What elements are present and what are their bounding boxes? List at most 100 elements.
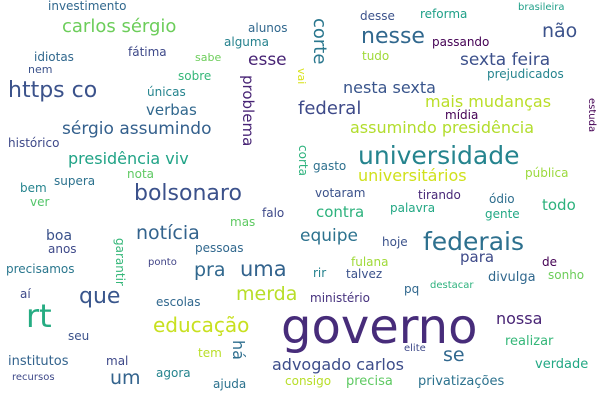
word-corte: corte xyxy=(309,18,330,65)
word-para: para xyxy=(460,248,495,266)
word-sabe: sabe xyxy=(195,51,222,64)
word-realizar: realizar xyxy=(505,334,554,349)
word-ver: ver xyxy=(30,195,50,209)
word-que: que xyxy=(79,284,121,309)
word-hoje: hoje xyxy=(382,235,408,249)
word-palavra: palavra xyxy=(390,201,436,215)
word-sobre: sobre xyxy=(178,69,212,83)
word-historico: histórico xyxy=(8,136,60,150)
word-midia: mídia xyxy=(445,108,479,122)
word-vai: vai xyxy=(295,68,308,85)
word-nesse: nesse xyxy=(361,24,425,49)
word-federal: federal xyxy=(298,98,362,119)
word-escolas: escolas xyxy=(156,295,201,309)
word-https-co: https co xyxy=(8,78,98,103)
word-sonho: sonho xyxy=(548,268,585,282)
word-seu: seu xyxy=(68,329,90,343)
word-desse: desse xyxy=(360,9,395,23)
word-reforma: reforma xyxy=(420,7,468,21)
word-gente: gente xyxy=(485,207,520,221)
word-todo: todo xyxy=(542,196,576,214)
word-mas: mas xyxy=(230,215,256,229)
word-noticia: notícia xyxy=(136,222,200,244)
word-educacao: educação xyxy=(153,313,250,337)
word-pra: pra xyxy=(194,259,226,281)
word-governo: governo xyxy=(281,299,478,355)
word-brasileira: brasileira xyxy=(518,2,565,13)
word-recursos: recursos xyxy=(12,372,55,383)
word-talvez: talvez xyxy=(346,267,383,281)
word-passando: passando xyxy=(432,35,490,49)
word-ha: há xyxy=(229,340,248,360)
word-advogado-carlos: advogado carlos xyxy=(272,355,404,374)
word-sergio-assumindo: sérgio assumindo xyxy=(62,119,212,139)
word-rir: rir xyxy=(313,266,327,280)
word-nossa: nossa xyxy=(496,309,543,328)
word-corta: corta xyxy=(296,145,310,176)
word-sexta-feira: sexta feira xyxy=(460,50,551,70)
word-assumindo-presidencia: assumindo presidência xyxy=(350,118,535,137)
word-precisa: precisa xyxy=(346,374,393,389)
word-nem: nem xyxy=(28,63,53,76)
word-investimento: investimento xyxy=(48,0,127,13)
word-equipe: equipe xyxy=(300,226,358,246)
word-universidade: universidade xyxy=(358,141,520,170)
word-fatima: fátima xyxy=(128,45,167,59)
word-anos: anos xyxy=(48,242,77,256)
word-pq: pq xyxy=(404,282,420,296)
word-odio: ódio xyxy=(489,192,515,206)
word-elite: elite xyxy=(404,343,426,354)
word-federais: federais xyxy=(423,227,525,256)
word-agora: agora xyxy=(156,366,191,380)
word-votaram: votaram xyxy=(315,186,366,200)
word-alguma: alguma xyxy=(224,35,269,49)
word-problema: problema xyxy=(239,75,257,147)
word-ajuda: ajuda xyxy=(213,377,247,391)
word-esse: esse xyxy=(248,50,287,70)
word-contra: contra xyxy=(316,203,365,221)
word-precisamos: precisamos xyxy=(6,262,75,276)
word-um: um xyxy=(110,367,141,389)
word-idiotas: idiotas xyxy=(34,50,74,64)
word-mais-mudancas: mais mudanças xyxy=(425,92,552,111)
word-de: de xyxy=(542,255,557,269)
word-consigo: consigo xyxy=(285,374,332,388)
word-institutos: institutos xyxy=(8,354,69,369)
word-carlos-sergio: carlos sérgio xyxy=(62,16,177,37)
word-alunos: alunos xyxy=(248,21,288,35)
word-rt: rt xyxy=(26,297,52,335)
word-ponto: ponto xyxy=(148,257,177,268)
word-supera: supera xyxy=(54,174,96,188)
word-tirando: tirando xyxy=(418,188,461,202)
word-garantir: garantir xyxy=(113,238,127,286)
word-nota: nota xyxy=(127,167,155,181)
word-tem: tem xyxy=(198,346,222,360)
word-boa: boa xyxy=(46,228,73,244)
word-verdade: verdade xyxy=(535,357,589,372)
word-uma: uma xyxy=(240,257,287,281)
word-se: se xyxy=(443,344,465,366)
word-bem: bem xyxy=(20,181,47,195)
word-nao: não xyxy=(542,20,578,42)
word-verbas: verbas xyxy=(146,101,197,119)
word-ministerio: ministério xyxy=(310,291,370,305)
word-nesta-sexta: nesta sexta xyxy=(343,78,436,97)
word-prejudicados: prejudicados xyxy=(487,67,564,81)
word-bolsonaro: bolsonaro xyxy=(134,181,242,206)
word-tudo: tudo xyxy=(362,49,390,63)
word-gasto: gasto xyxy=(313,159,347,173)
word-ai: aí xyxy=(20,287,31,301)
word-presidencia-viv: presidência viv xyxy=(68,149,189,168)
word-merda: merda xyxy=(236,283,298,305)
word-destacar: destacar xyxy=(430,280,474,291)
word-divulga: divulga xyxy=(488,270,536,285)
word-privatizacoes: privatizações xyxy=(418,374,505,389)
word-mal: mal xyxy=(106,354,129,368)
word-pessoas: pessoas xyxy=(195,241,244,255)
word-unicas: únicas xyxy=(147,85,186,99)
word-falo: falo xyxy=(262,206,285,220)
word-universitarios: universitários xyxy=(358,166,467,185)
word-fulana: fulana xyxy=(351,255,389,269)
word-publica: pública xyxy=(525,166,569,180)
